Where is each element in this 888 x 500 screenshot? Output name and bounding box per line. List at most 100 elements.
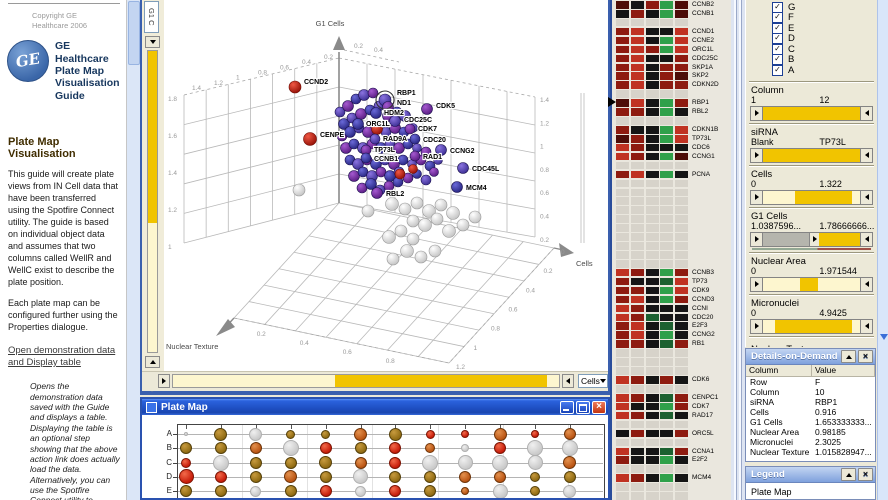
heatmap-cell[interactable] — [630, 126, 644, 134]
heatmap-cell[interactable] — [616, 420, 629, 429]
legend-header[interactable]: Legend × — [746, 467, 875, 483]
scatter-point-labeled[interactable] — [303, 132, 317, 146]
heatmap-cell[interactable] — [675, 358, 689, 366]
slider-right-button[interactable] — [860, 277, 872, 291]
scatter-point[interactable] — [375, 142, 387, 154]
heatmap-cell[interactable] — [616, 188, 629, 197]
heatmap-cell[interactable] — [660, 492, 674, 500]
heatmap-cell[interactable] — [616, 340, 629, 348]
heatmap-cell[interactable] — [675, 99, 689, 107]
heatmap-cell[interactable] — [616, 45, 629, 54]
heatmap-cell[interactable] — [630, 465, 644, 473]
row-checkbox-b[interactable]: ✓ B — [772, 54, 877, 66]
heatmap-cell[interactable] — [675, 331, 689, 339]
well-dot[interactable] — [424, 470, 437, 483]
heatmap-cell[interactable] — [660, 18, 674, 27]
heatmap-cell[interactable] — [616, 197, 629, 206]
scatter-point-labeled[interactable] — [370, 107, 382, 119]
heatmap-cell[interactable] — [616, 117, 629, 125]
row-checkbox-e[interactable]: ✓ E — [772, 22, 877, 34]
heatmap-cell[interactable] — [675, 45, 689, 54]
scatter-point[interactable] — [397, 154, 409, 166]
heatmap-cell[interactable] — [675, 376, 689, 384]
heatmap-cell[interactable] — [645, 331, 659, 339]
slider-track[interactable] — [763, 319, 860, 333]
heatmap-cell[interactable] — [645, 277, 659, 286]
heatmap-blank-row[interactable] — [614, 242, 731, 250]
scatter-point[interactable] — [433, 155, 443, 165]
well-dot[interactable] — [249, 427, 263, 441]
slider-right-button[interactable] — [860, 319, 872, 333]
scatter-point[interactable] — [342, 100, 354, 112]
scatter-point-white[interactable] — [400, 244, 414, 258]
heatmap-blank-row[interactable] — [614, 358, 731, 366]
heatmap-cell[interactable] — [660, 402, 674, 411]
heatmap-cell[interactable] — [630, 340, 644, 348]
well-dot[interactable] — [388, 427, 402, 441]
maximize-button[interactable] — [576, 400, 590, 414]
scatter-point[interactable] — [334, 106, 346, 118]
scatter-point[interactable] — [393, 142, 405, 154]
well-dot[interactable] — [319, 485, 332, 498]
well-dot[interactable] — [531, 430, 539, 438]
heatmap-cell[interactable] — [616, 1, 629, 9]
slider-left-button[interactable] — [751, 277, 763, 291]
checkbox-icon[interactable]: ✓ — [772, 43, 783, 55]
details-header-value[interactable]: Value — [812, 365, 875, 376]
heatmap-cell[interactable] — [630, 108, 644, 116]
heatmap-cell[interactable] — [675, 179, 689, 188]
slider-right-button[interactable] — [860, 148, 872, 162]
heatmap-cell[interactable] — [660, 393, 674, 402]
heatmap-cell[interactable] — [660, 367, 674, 375]
heatmap-blank-row[interactable] — [614, 215, 731, 223]
heatmap-cell[interactable] — [645, 313, 659, 322]
well-dot[interactable] — [249, 470, 262, 483]
heatmap-cell[interactable] — [675, 197, 689, 206]
heatmap-cell[interactable] — [660, 233, 674, 241]
heatmap-cell[interactable] — [675, 340, 689, 348]
range-slider[interactable] — [750, 147, 873, 163]
heatmap-cell[interactable] — [675, 393, 689, 402]
heatmap-cell[interactable] — [630, 384, 644, 393]
heatmap-blank-row[interactable] — [614, 259, 731, 268]
details-header[interactable]: Details-on-Demand × — [746, 349, 875, 365]
scatter-point-labeled[interactable] — [288, 80, 302, 94]
heatmap-cell[interactable] — [616, 99, 629, 107]
heatmap-cell[interactable] — [616, 384, 629, 393]
heatmap-cell[interactable] — [630, 72, 644, 81]
heatmap-cell[interactable] — [630, 268, 644, 277]
well-dot[interactable] — [389, 456, 402, 469]
heatmap-cell[interactable] — [630, 492, 644, 500]
heatmap-cell[interactable] — [630, 331, 644, 339]
heatmap-cell[interactable] — [630, 411, 644, 420]
heatmap-cell[interactable] — [675, 27, 689, 36]
well-dot[interactable] — [563, 470, 576, 483]
heatmap-cell[interactable] — [616, 286, 629, 295]
well-dot[interactable] — [284, 470, 298, 484]
well-dot[interactable] — [461, 444, 470, 453]
well-dot[interactable] — [425, 443, 436, 454]
heatmap-cell[interactable] — [645, 286, 659, 295]
range-slider[interactable] — [750, 105, 873, 121]
well-dot[interactable] — [563, 456, 577, 470]
heatmap-row[interactable]: TP73 — [614, 277, 731, 286]
scatter-point-white[interactable] — [361, 204, 375, 218]
well-dot[interactable] — [180, 485, 192, 498]
checkbox-icon[interactable]: ✓ — [772, 33, 783, 45]
heatmap-cell[interactable] — [660, 429, 674, 438]
well-dot[interactable] — [530, 486, 540, 497]
heatmap-cell[interactable] — [645, 90, 659, 98]
scrollbar-thumb[interactable] — [128, 1, 140, 65]
heatmap-blank-row[interactable] — [614, 420, 731, 429]
heatmap-cell[interactable] — [660, 411, 674, 420]
heatmap-cell[interactable] — [660, 259, 674, 268]
scatter-point-labeled[interactable] — [409, 150, 421, 162]
scatter-point-white[interactable] — [414, 250, 428, 264]
scatter-point-white[interactable] — [386, 252, 400, 266]
heatmap-cell[interactable] — [645, 447, 659, 456]
heatmap-cell[interactable] — [616, 143, 629, 152]
heatmap-cell[interactable] — [645, 9, 659, 18]
heatmap-cell[interactable] — [616, 277, 629, 286]
heatmap-cell[interactable] — [645, 224, 659, 232]
y-axis-selector[interactable]: G1 C — [144, 1, 159, 33]
